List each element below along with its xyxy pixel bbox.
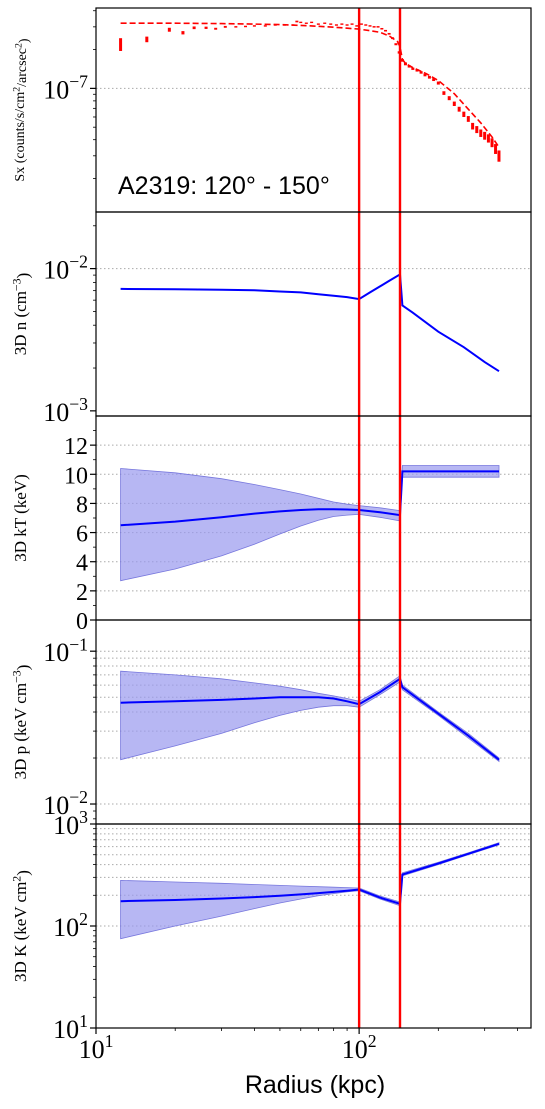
y-axis-label: 3D n (cm−3) <box>10 273 33 356</box>
y-tick-label: 101 <box>53 1011 88 1044</box>
plot-area <box>96 650 531 805</box>
model-line <box>120 470 499 527</box>
panel-pressure: 10−2 10−1 3D p (keV cm−3) <box>10 634 531 820</box>
model-line <box>120 22 500 148</box>
panel-frame <box>95 823 532 1029</box>
panels-layer: 10−7 Sx (counts/s/cm2/arcsec2) 10−3 10−2 3D … <box>10 10 531 1044</box>
y-tick-label: 6 <box>76 522 88 548</box>
y-axis-label: 3D K (keV cm2) <box>10 870 33 982</box>
y-tick-label: 10−7 <box>43 71 88 104</box>
panel-density: 10−3 10−2 3D n (cm−3) <box>10 225 531 427</box>
y-tick-label: 4 <box>76 551 88 577</box>
x-tick-label: 102 <box>342 1031 377 1064</box>
y-tick-label: 0 <box>76 609 88 635</box>
y-axis-label: 3D p (keV cm−3) <box>10 665 33 780</box>
panel-entropy: 101 102 103 3D K (keV cm2) <box>10 807 531 1044</box>
plot-area <box>96 20 531 162</box>
plot-area <box>96 268 531 373</box>
y-tick-label: 8 <box>76 492 88 518</box>
frames-layer <box>95 7 532 1029</box>
confidence-band <box>120 670 500 763</box>
y-tick-label: 2 <box>76 580 88 606</box>
model-line <box>120 677 500 761</box>
x-tick-label: 101 <box>79 1031 114 1064</box>
y-tick-label: 10−1 <box>43 634 88 667</box>
annotation-label: A2319: 120° - 150° <box>118 172 330 200</box>
y-axis-label: 3D kT (keV) <box>11 474 30 562</box>
x-tick-labels: 101 102 <box>79 1028 518 1064</box>
panel-temperature: 0 2 4 6 8 10 12 3D kT (keV) <box>11 430 531 635</box>
y-tick-label: 10−2 <box>43 252 88 285</box>
y-tick-label: 102 <box>53 909 88 942</box>
y-tick-label: 103 <box>53 807 88 840</box>
model-line <box>120 842 500 906</box>
confidence-band <box>120 842 500 940</box>
panel-sx: 10−7 Sx (counts/s/cm2/arcsec2) <box>12 10 531 182</box>
plot-area <box>96 828 531 940</box>
y-tick-label: 10 <box>64 463 88 489</box>
y-axis-label: Sx (counts/s/cm2/arcsec2) <box>12 38 32 182</box>
confidence-band <box>120 465 500 582</box>
panel-frame <box>95 211 532 417</box>
x-axis-label: Radius (kpc) <box>245 1071 385 1099</box>
y-tick-label: 10−2 <box>43 787 88 820</box>
plot-area <box>96 444 531 592</box>
y-tick-label: 10−3 <box>43 394 88 427</box>
model-line <box>120 272 500 373</box>
y-tick-label: 12 <box>64 434 88 460</box>
edge-lines <box>357 8 402 1028</box>
